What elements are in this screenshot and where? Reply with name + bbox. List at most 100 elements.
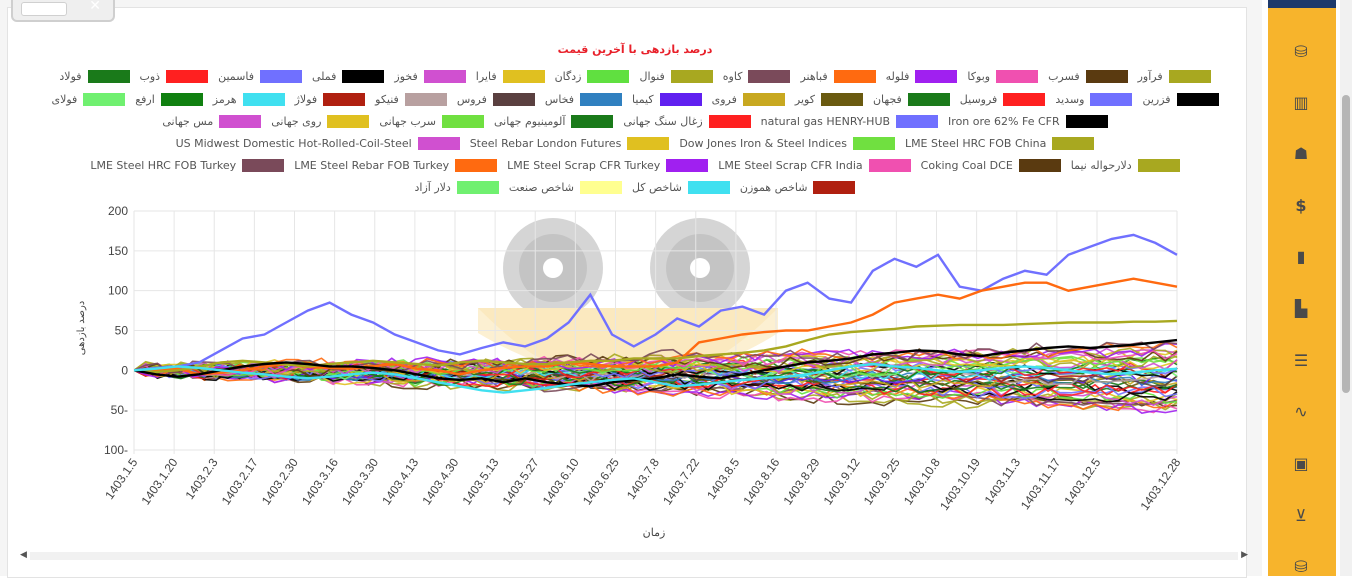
scroll-right-icon[interactable]: ▶ <box>1241 550 1248 560</box>
toggle-button[interactable]: ✕ <box>11 0 115 22</box>
legend-item[interactable]: فولای <box>51 93 126 106</box>
user-card-icon[interactable]: ☗ <box>1293 144 1309 163</box>
legend-row: فرآور فسرب وبوکا فلوله فباهنر کاوه فنوال زدگان ف… <box>8 70 1262 83</box>
legend-swatch <box>423 70 466 83</box>
legend-item[interactable]: فزرین <box>1142 93 1219 106</box>
series-line <box>134 233 1178 372</box>
legend-item[interactable]: شاخص هموزن <box>740 181 856 194</box>
legend-item[interactable]: شاخص صنعت <box>509 181 622 194</box>
legend-label: فلوله <box>885 70 910 83</box>
bar-chart-icon[interactable]: ▙ <box>1294 299 1308 318</box>
pulse-icon[interactable]: ∿ <box>1294 402 1308 421</box>
scroll-track[interactable] <box>30 552 1238 560</box>
map-icon[interactable]: ▥ <box>1293 93 1309 112</box>
legend-item[interactable]: فملی <box>312 70 385 83</box>
legend-item[interactable]: فنیکو <box>375 93 447 106</box>
legend-item[interactable]: LME Steel Scrap CFR India <box>718 159 911 172</box>
legend-label: وسدید <box>1055 93 1085 106</box>
legend-label: فنیکو <box>375 93 399 106</box>
legend-item[interactable]: فولاد <box>59 70 130 83</box>
legend-item[interactable]: کیمیا <box>632 93 702 106</box>
legend-item[interactable]: آلومینیوم جهانی <box>494 115 614 128</box>
legend-item[interactable]: زدگان <box>555 70 630 83</box>
legend-label: فروسیل <box>959 93 998 106</box>
dollar-icon[interactable]: $ <box>1295 196 1307 215</box>
legend-item[interactable]: LME Steel HRC FOB Turkey <box>90 159 285 172</box>
legend-swatch <box>1065 115 1108 128</box>
legend-item[interactable]: شاخص کل <box>632 181 730 194</box>
legend-item[interactable]: فایرا <box>476 70 545 83</box>
legend-row: فزرین وسدید فروسیل فجهان کویر فروی کیمیا فخاس فر… <box>8 93 1262 106</box>
legend-item[interactable]: natural gas HENRY-HUB <box>761 115 939 128</box>
legend-label: زغال سنگ جهانی <box>623 115 703 128</box>
legend-item[interactable]: هرمز <box>213 93 285 106</box>
scroll-left-icon[interactable]: ◀ <box>20 550 27 560</box>
legend-swatch <box>742 93 785 106</box>
legend-item[interactable]: دلار آزاد <box>415 181 499 194</box>
series-line <box>134 362 1178 394</box>
legend-item[interactable]: LME Steel Rebar FOB Turkey <box>294 159 498 172</box>
book-icon[interactable]: ▮ <box>1296 247 1306 266</box>
legend-item[interactable]: وسدید <box>1055 93 1133 106</box>
legend-item[interactable]: فروس <box>457 93 535 106</box>
chart-card: ✕ درصد بازدهی با آخرین قیمت فرآور فسرب وبو… <box>7 0 1248 578</box>
y-tick-label: 50 <box>115 324 129 338</box>
vertical-scrollbar[interactable] <box>1340 0 1352 576</box>
legend-item[interactable]: فروی <box>712 93 785 106</box>
legend-item[interactable]: کویر <box>795 93 863 106</box>
legend-swatch <box>627 137 670 150</box>
database-icon[interactable]: ⛁ <box>1294 557 1308 576</box>
toggle-input[interactable] <box>21 2 67 16</box>
legend-swatch <box>687 181 730 194</box>
legend-item[interactable]: کاوه <box>723 70 791 83</box>
y-axis: 200 150 100 50 0 50- 100- <box>104 204 128 457</box>
legend-label: آلومینیوم جهانی <box>494 115 566 128</box>
database-gear-icon[interactable]: ⛁ <box>1294 42 1308 61</box>
legend-item[interactable]: US Midwest Domestic Hot-Rolled-Coil-Stee… <box>176 137 460 150</box>
legend-item[interactable]: Coking Coal DCE <box>921 159 1061 172</box>
legend-label: فسرب <box>1048 70 1080 83</box>
legend-item[interactable]: فاسمین <box>218 70 302 83</box>
legend-item[interactable]: سرب جهانی <box>379 115 485 128</box>
x-tick-label: 1403.5.13 <box>459 455 501 507</box>
legend-item[interactable]: Steel Rebar London Futures <box>470 137 670 150</box>
legend-swatch <box>1003 93 1046 106</box>
x-tick-label: 1403.6.10 <box>540 455 582 507</box>
legend-item[interactable]: مس جهانی <box>162 115 262 128</box>
legend-label: دلار آزاد <box>414 181 451 194</box>
legend-item[interactable]: فروسیل <box>960 93 1046 106</box>
legend-label: فجهان <box>872 93 902 106</box>
legend-item[interactable]: فسرب <box>1048 70 1128 83</box>
x-tick-label: 1403.7.22 <box>660 455 702 507</box>
close-icon[interactable]: ✕ <box>89 0 101 14</box>
legend-item[interactable]: فلوله <box>886 70 958 83</box>
legend-item[interactable]: دلارحواله نیما <box>1071 159 1180 172</box>
legend-item[interactable]: فباهنر <box>800 70 876 83</box>
legend-item[interactable]: وبوکا <box>967 70 1039 83</box>
legend-item[interactable]: فرآور <box>1138 70 1211 83</box>
chart-grid <box>133 210 1178 454</box>
sliders-icon[interactable]: ☰ <box>1293 351 1309 370</box>
legend-swatch <box>579 181 622 194</box>
horizontal-scrollbar[interactable]: ◀ ▶ <box>16 548 1252 564</box>
x-tick-label: 1403.8.5 <box>704 455 742 502</box>
legend-item[interactable]: LME Steel HRC FOB China <box>905 137 1095 150</box>
cart-icon[interactable]: ⊻ <box>1295 506 1307 525</box>
legend-item[interactable]: فولاژ <box>295 93 366 106</box>
legend-item[interactable]: ذوب <box>140 70 209 83</box>
legend-item[interactable]: روی جهانی <box>271 115 370 128</box>
scroll-thumb[interactable] <box>1342 95 1350 393</box>
legend-item[interactable]: فجهان <box>873 93 950 106</box>
legend-item[interactable]: فنوال <box>639 70 713 83</box>
y-tick-label: 0 <box>121 363 128 377</box>
briefcase-icon[interactable]: ▣ <box>1293 454 1309 473</box>
legend-item[interactable]: Dow Jones Iron & Steel Indices <box>679 137 895 150</box>
legend-item[interactable]: ارفع <box>135 93 203 106</box>
x-tick-label: 1403.12.5 <box>1061 455 1103 507</box>
legend-item[interactable]: LME Steel Scrap CFR Turkey <box>507 159 709 172</box>
legend-item[interactable]: فخوز <box>394 70 466 83</box>
legend-item[interactable]: فخاس <box>545 93 623 106</box>
legend-item[interactable]: زغال سنگ جهانی <box>623 115 751 128</box>
legend-item[interactable]: Iron ore 62% Fe CFR <box>948 115 1108 128</box>
legend-swatch <box>342 70 385 83</box>
